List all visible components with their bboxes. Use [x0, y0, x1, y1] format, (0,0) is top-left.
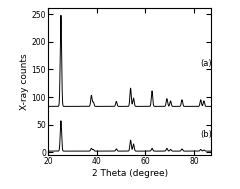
X-axis label: 2 Theta (degree): 2 Theta (degree)	[91, 169, 168, 178]
Text: (a): (a)	[201, 59, 212, 68]
Text: (b): (b)	[201, 130, 212, 139]
Y-axis label: X-ray counts: X-ray counts	[20, 53, 29, 110]
